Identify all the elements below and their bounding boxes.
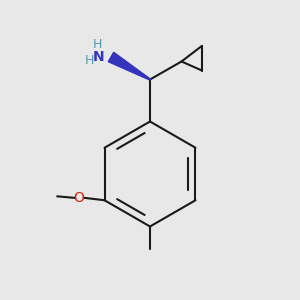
Text: H: H: [84, 53, 94, 67]
Text: H: H: [93, 38, 102, 51]
Polygon shape: [108, 52, 150, 80]
Text: N: N: [93, 50, 104, 64]
Text: O: O: [73, 191, 84, 205]
